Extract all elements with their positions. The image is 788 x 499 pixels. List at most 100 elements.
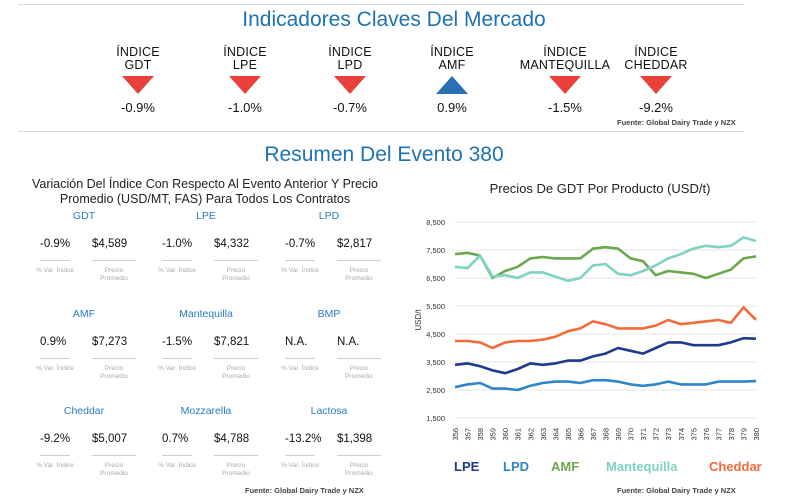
x-tick-label: 375 bbox=[689, 428, 698, 441]
series-line-cheddar bbox=[455, 306, 757, 350]
grid-price-label: Precio Promedio bbox=[345, 462, 373, 477]
x-tick-label: 373 bbox=[664, 428, 673, 441]
grid-price-label: Precio Promedio bbox=[222, 365, 250, 380]
mid-rule bbox=[18, 131, 744, 132]
x-tick-label: 374 bbox=[677, 428, 686, 441]
grid-price-label: Precio Promedio bbox=[100, 267, 128, 282]
indicator-label-line2: AMF bbox=[438, 58, 466, 72]
x-tick-label: 364 bbox=[551, 428, 560, 441]
x-tick-label: 366 bbox=[576, 428, 585, 441]
y-tick-label: 5,500 bbox=[426, 302, 445, 311]
x-tick-label: 361 bbox=[514, 428, 523, 441]
grid-var-label: % Var. Índice bbox=[281, 462, 319, 469]
legend-lpd: LPD bbox=[503, 459, 529, 474]
grid-price-label: Precio Promedio bbox=[345, 365, 373, 380]
x-tick-label: 362 bbox=[526, 428, 535, 441]
grid-divider bbox=[92, 358, 136, 359]
grid-divider bbox=[285, 455, 315, 456]
grid-name: GDT bbox=[72, 210, 96, 222]
x-tick-label: 356 bbox=[451, 428, 460, 441]
grid-var-label: % Var. Índice bbox=[158, 365, 196, 372]
indicator-label-line2: LPD bbox=[337, 58, 363, 72]
indicator-label-line1: ÍNDICE bbox=[430, 45, 474, 59]
grid-price: $7,821 bbox=[214, 336, 250, 348]
grid-price: $4,589 bbox=[92, 238, 128, 250]
grid-divider bbox=[337, 358, 381, 359]
grid-divider bbox=[92, 260, 136, 261]
x-tick-label: 358 bbox=[476, 428, 485, 441]
grid-price: $2,817 bbox=[337, 238, 373, 250]
indicator-3: ÍNDICE AMF 0.9% bbox=[402, 45, 502, 116]
indicator-4: ÍNDICE MANTEQUILLA -1.5% bbox=[515, 46, 615, 116]
grid-var: -0.9% bbox=[40, 238, 71, 250]
grid-price: $7,273 bbox=[92, 336, 128, 348]
x-tick-label: 363 bbox=[539, 428, 548, 441]
x-tick-label: 378 bbox=[727, 428, 736, 441]
x-tick-label: 377 bbox=[714, 428, 723, 441]
grid-var-label: % Var. Índice bbox=[36, 365, 74, 372]
grid-divider bbox=[92, 455, 136, 456]
arrow-down-icon bbox=[122, 76, 154, 94]
legend-lpe: LPE bbox=[454, 459, 480, 474]
source-chart: Fuente: Global Dairy Trade y NZX bbox=[617, 486, 736, 495]
grid-divider bbox=[214, 260, 258, 261]
grid-divider bbox=[337, 260, 381, 261]
indicator-label-line1: ÍNDICE bbox=[223, 45, 267, 59]
indicator-label-line1: ÍNDICE bbox=[328, 45, 372, 59]
grid-price-label: Precio Promedio bbox=[345, 267, 373, 282]
grid-price-label: Precio Promedio bbox=[222, 267, 250, 282]
indicator-value: 0.9% bbox=[437, 100, 467, 115]
grid-name: LPD bbox=[318, 210, 340, 222]
grid-var: -9.2% bbox=[40, 433, 71, 445]
y-tick-label: 8,500 bbox=[426, 218, 445, 227]
grid-divider bbox=[285, 260, 315, 261]
top-rule bbox=[18, 4, 744, 5]
y-tick-label: 4,500 bbox=[426, 330, 445, 339]
grid-var-label: % Var. Índice bbox=[281, 365, 319, 372]
grid-var-label: % Var. Índice bbox=[158, 267, 196, 274]
arrow-down-icon bbox=[549, 76, 581, 94]
x-tick-label: 367 bbox=[589, 428, 598, 441]
arrow-down-icon bbox=[334, 76, 366, 94]
legend-mantequilla: Mantequilla bbox=[606, 459, 678, 474]
x-tick-label: 360 bbox=[501, 428, 510, 441]
indicator-0: ÍNDICE GDT -0.9% bbox=[88, 46, 188, 116]
x-tick-label: 370 bbox=[627, 428, 636, 441]
legend-amf: AMF bbox=[551, 459, 580, 474]
grid-var-label: % Var. Índice bbox=[281, 267, 319, 274]
grid-name: Lactosa bbox=[310, 405, 348, 417]
x-tick-label: 372 bbox=[652, 428, 661, 441]
grid-var: -1.5% bbox=[162, 336, 193, 348]
grid-price: N.A. bbox=[337, 336, 360, 348]
indicator-5: ÍNDICE CHEDDAR -9.2% bbox=[606, 46, 706, 116]
section-title: Resumen Del Evento 380 bbox=[264, 143, 504, 166]
y-tick-label: 1,500 bbox=[426, 414, 445, 423]
grid-name: Cheddar bbox=[63, 405, 105, 417]
grid-price-label: Precio Promedio bbox=[222, 462, 250, 477]
grid-var: -0.7% bbox=[285, 238, 316, 250]
series-line-lpd bbox=[454, 378, 757, 392]
source-top: Fuente: Global Dairy Trade y NZX bbox=[617, 118, 736, 127]
grid-name: AMF bbox=[72, 308, 96, 320]
x-tick-label: 368 bbox=[602, 428, 611, 441]
grid-var: -1.0% bbox=[162, 238, 193, 250]
grid-price: $4,788 bbox=[214, 433, 250, 445]
grid-divider bbox=[162, 358, 192, 359]
grid-divider bbox=[285, 358, 315, 359]
grid-divider bbox=[162, 260, 192, 261]
indicator-value: -0.9% bbox=[121, 100, 155, 115]
grid-price: $4,332 bbox=[214, 238, 250, 250]
y-tick-label: 3,500 bbox=[426, 358, 445, 367]
y-axis-label: USD/t bbox=[414, 309, 423, 331]
x-tick-label: 376 bbox=[702, 428, 711, 441]
x-tick-label: 359 bbox=[489, 428, 498, 441]
y-tick-label: 2,500 bbox=[426, 386, 445, 395]
x-tick-label: 357 bbox=[464, 428, 473, 441]
indicator-value: -1.5% bbox=[548, 100, 582, 115]
grid-var: -13.2% bbox=[285, 433, 322, 445]
page-title: Indicadores Claves Del Mercado bbox=[242, 8, 546, 31]
grid-price: $1,398 bbox=[337, 433, 373, 445]
grid-divider bbox=[40, 260, 70, 261]
grid-var: 0.7% bbox=[162, 433, 189, 445]
